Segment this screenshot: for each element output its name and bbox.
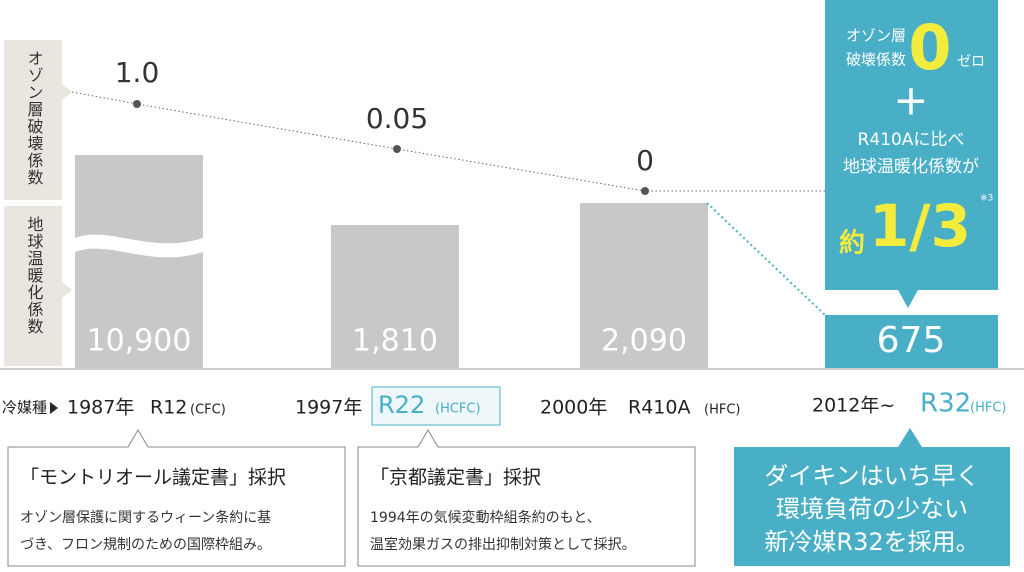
box — [7, 429, 346, 567]
refrigerant: R22 — [378, 391, 425, 419]
callout: 「モントリオール議定書」採択 オゾン層保護に関するウィーン条約に基 づき、フロン… — [7, 429, 346, 567]
axis-label: 地球温暖化係数 — [25, 216, 44, 335]
odp-value: 1.0 — [115, 56, 160, 89]
box — [825, 0, 998, 308]
gwp-value: 675 — [877, 320, 946, 361]
callout-text: 新冷媒R32を採用。 — [764, 528, 979, 556]
point — [393, 145, 401, 153]
gwp-value: 1,810 — [352, 324, 438, 359]
panel — [4, 206, 62, 366]
year: 2000年 — [540, 397, 607, 419]
text: 地球温暖化係数が — [843, 157, 979, 177]
kind: (HCFC) — [435, 402, 481, 417]
bar-break — [75, 234, 203, 258]
panel-arrow — [62, 282, 72, 298]
year: 1987年 — [67, 397, 134, 419]
dotted-line — [706, 202, 826, 316]
text: 0 — [908, 11, 951, 84]
bar — [825, 315, 998, 368]
dotted-line — [71, 91, 825, 192]
callout-text: 環境負荷の少ない — [776, 495, 968, 523]
text: R410Aに比べ — [858, 130, 965, 150]
bar — [580, 203, 708, 368]
text: ※3 — [980, 194, 993, 204]
callout-text: づき、フロン規制のための国際枠組み。 — [20, 537, 271, 553]
refrigerant: R12 — [150, 397, 187, 419]
highlight-box: オゾン層 破壊係数 0 ゼロ + R410Aに比べ 地球温暖化係数が 約 1/3… — [825, 0, 998, 308]
odp-value: 0 — [636, 144, 654, 177]
bar — [75, 155, 203, 368]
callout-title: 「京都議定書」採択 — [370, 467, 541, 489]
panel-arrow — [62, 84, 72, 100]
callout-text: 温室効果ガスの排出抑制対策として採択。 — [370, 536, 636, 553]
box — [734, 428, 1010, 566]
axis-panels: オゾン層破壊係数 地球温暖化係数 — [4, 40, 72, 366]
text: 約 — [839, 228, 865, 259]
bar — [331, 225, 459, 368]
kind: (HFC) — [970, 401, 1006, 416]
label: 冷媒種 — [2, 399, 47, 417]
text: ゼロ — [957, 54, 985, 70]
text: 破壊係数 — [846, 51, 906, 69]
refrigerant: R410A — [628, 397, 690, 419]
kind: (HFC) — [704, 403, 740, 418]
callout-text: 1994年の気候変動枠組条約のもと、 — [370, 509, 601, 526]
panel — [4, 40, 62, 200]
bars: 10,900 1,810 2,090 675 — [75, 155, 998, 368]
callout-title: 「モントリオール議定書」採択 — [20, 467, 286, 489]
text: + — [893, 76, 928, 125]
kind: (CFC) — [190, 403, 226, 418]
refrigerant: R32 — [920, 389, 971, 419]
axis-label: オゾン層破壊係数 — [25, 50, 44, 186]
x-labels: 冷媒種 1987年 R12 (CFC) 1997年 R22 (HCFC) 200… — [2, 386, 1006, 426]
gwp-value: 10,900 — [87, 324, 192, 359]
highlight-frame — [371, 386, 501, 426]
callout: 「京都議定書」採択 1994年の気候変動枠組条約のもと、 温室効果ガスの排出抑制… — [357, 429, 696, 567]
box — [357, 429, 696, 567]
odp-line: 1.0 0.05 0 — [71, 56, 826, 316]
text: オゾン層 — [846, 27, 906, 45]
arrow — [50, 402, 58, 414]
year: 1997年 — [295, 397, 362, 419]
point — [133, 100, 141, 108]
callout-text: ダイキンはいち早く — [764, 462, 979, 490]
point — [641, 187, 649, 195]
text: 1/3 — [869, 192, 971, 260]
odp-value: 0.05 — [366, 102, 428, 135]
gwp-value: 2,090 — [601, 324, 687, 359]
year: 2012年~ — [812, 395, 895, 417]
callout-text: オゾン層保護に関するウィーン条約に基 — [20, 509, 271, 526]
callout: ダイキンはいち早く 環境負荷の少ない 新冷媒R32を採用。 — [734, 428, 1010, 566]
